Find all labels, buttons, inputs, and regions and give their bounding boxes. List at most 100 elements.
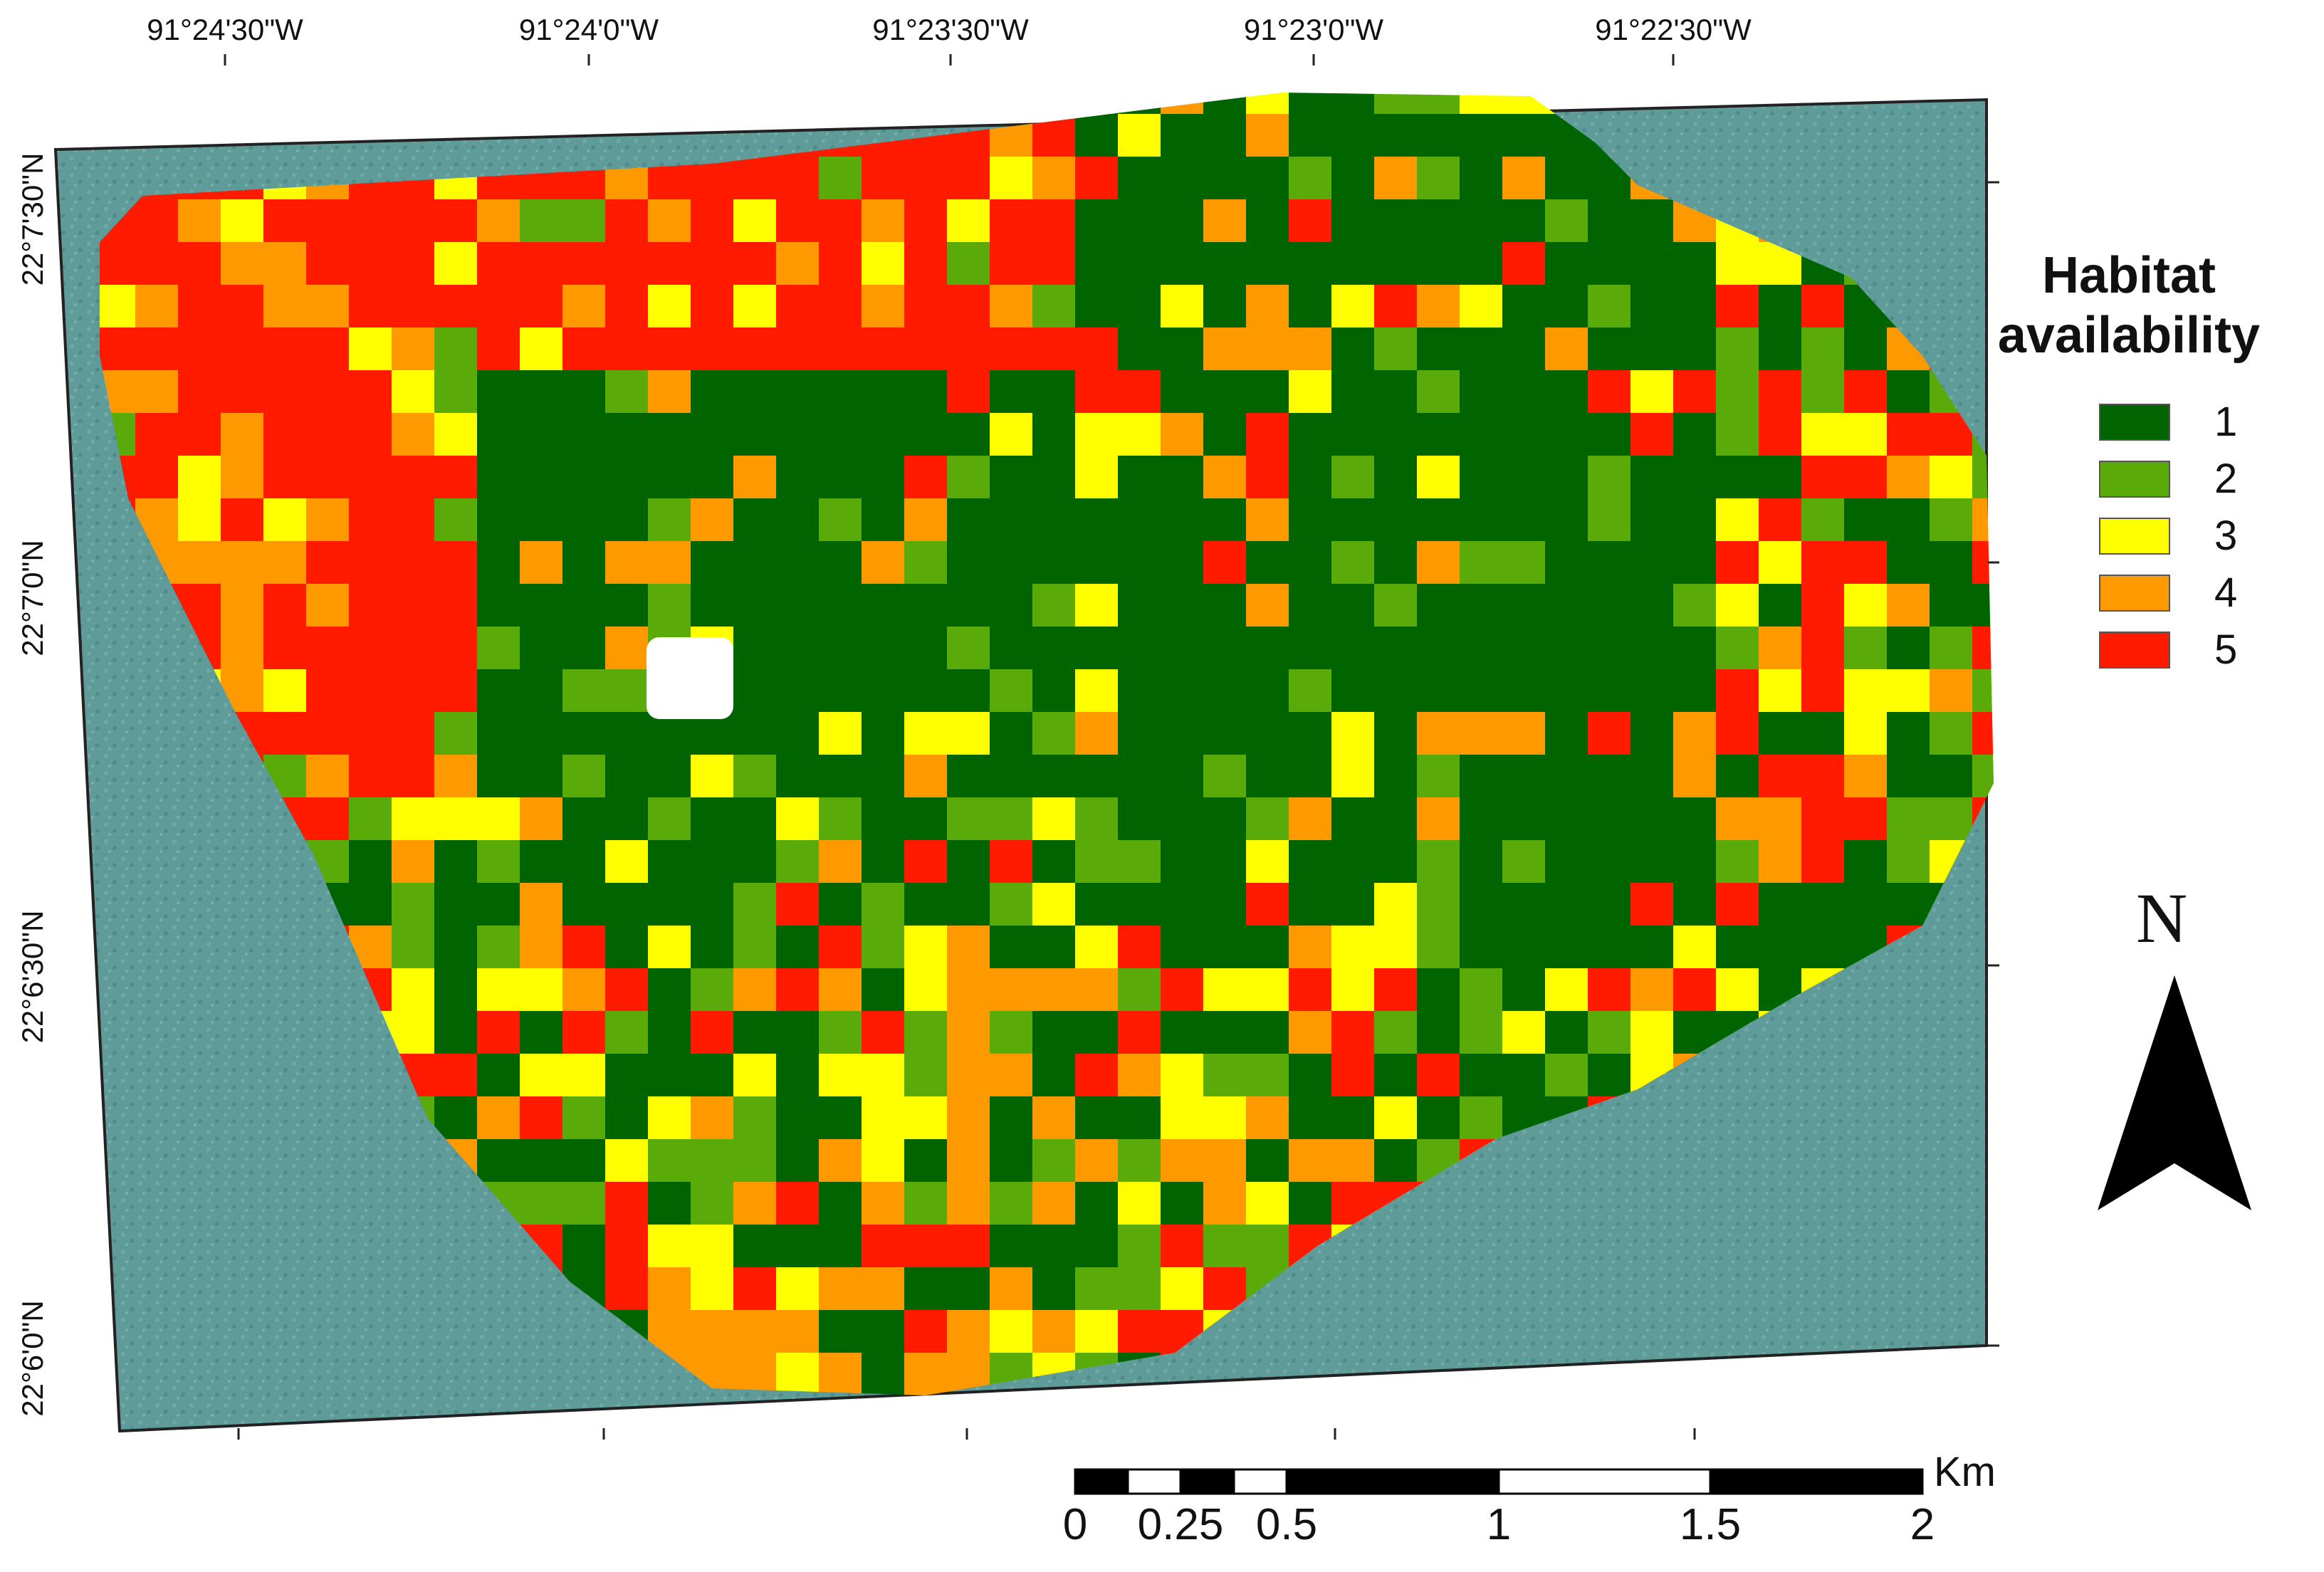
raster-cell [862,1182,905,1225]
raster-cell [263,328,307,371]
legend-swatch-4 [2099,575,2170,612]
raster-cell [1844,1395,1888,1439]
raster-cell [1246,242,1289,285]
raster-cell [477,242,520,285]
raster-cell [1032,199,1076,243]
raster-cell [1502,456,1546,499]
raster-cell [819,797,862,841]
raster-cell [1374,926,1418,969]
raster-cell [1759,755,1802,798]
raster-cell [990,1267,1033,1311]
raster-cell [392,413,435,456]
raster-cell [434,242,478,285]
raster-cell [1118,285,1161,328]
raster-cell [434,968,478,1012]
raster-cell [1545,370,1588,414]
raster-cell [221,627,264,670]
raster-cell [776,242,820,285]
raster-cell [1032,926,1076,969]
raster-cell [1246,1054,1289,1097]
raster-cell [904,456,948,499]
raster-cell [776,1011,820,1054]
raster-cell [1161,968,1204,1012]
raster-cell [947,669,990,713]
raster-cell [1032,669,1076,713]
raster-cell [733,840,777,884]
raster-cell [1374,627,1418,670]
legend-label-4: 4 [2214,570,2238,616]
raster-cell [1161,413,1204,456]
raster-cell [1673,456,1717,499]
raster-cell [733,883,777,926]
raster-cell [1631,755,1674,798]
raster-cell [1374,370,1418,414]
raster-cell [1032,157,1076,200]
raster-cell [990,1054,1033,1097]
raster-cell [990,584,1033,627]
raster-cell [1417,926,1460,969]
raster-cell [776,840,820,884]
raster-cell [1032,712,1076,755]
raster-cell [1417,968,1460,1012]
raster-cell [1246,1395,1289,1439]
raster-cell [1161,541,1204,585]
raster-cell [1631,883,1674,926]
raster-cell [990,157,1033,200]
raster-cell [1588,926,1631,969]
raster-cell [1673,285,1717,328]
raster-cell [776,926,820,969]
raster-cell [1075,328,1119,371]
raster-cell [1417,712,1460,755]
raster-cell [135,242,179,285]
raster-cell [1716,584,1759,627]
raster-cell [691,883,734,926]
raster-cell [1161,1225,1204,1268]
raster-cell [1759,1353,1802,1395]
raster-cell [1417,413,1460,456]
raster-cell [520,541,563,585]
raster-cell [904,1011,948,1054]
raster-cell [1545,926,1588,969]
raster-cell [434,498,478,542]
raster-cell [1545,285,1588,328]
lon-label-5: 91°22'30"W [1595,13,1752,46]
raster-cell [306,456,350,499]
raster-cell [947,413,990,456]
raster-cell [1460,114,1503,157]
raster-cell [1203,413,1247,456]
raster-cell [691,413,734,456]
raster-cell [477,285,520,328]
raster-cell [990,242,1033,285]
raster-cell [947,285,990,328]
raster-cell [1289,199,1332,243]
raster-cell [520,285,563,328]
raster-cell [862,627,905,670]
raster-cell [1161,1139,1204,1183]
raster-cell [1374,328,1418,371]
raster-cell [990,1395,1033,1439]
raster-cell [648,498,691,542]
raster-cell [947,328,990,371]
raster-cell [1246,498,1289,542]
raster-cell [1374,1395,1418,1439]
raster-cell [1289,1054,1332,1097]
raster-cell [776,968,820,1012]
raster-cell [904,370,948,414]
raster-cell [392,926,435,969]
raster-cell [733,1139,777,1183]
raster-cell [1374,1054,1418,1097]
raster-cell [434,93,478,115]
raster-cell [1374,242,1418,285]
raster-cell [1374,456,1418,499]
raster-cell [1289,1011,1332,1054]
raster-cell [1673,712,1717,755]
raster-cell [1032,114,1076,157]
raster-cell [1716,797,1759,841]
raster-cell [562,285,606,328]
raster-cell [1289,328,1332,371]
raster-cell [562,242,606,285]
raster-cell [1716,1395,1759,1439]
raster-cell [862,498,905,542]
raster-cell [1759,712,1802,755]
